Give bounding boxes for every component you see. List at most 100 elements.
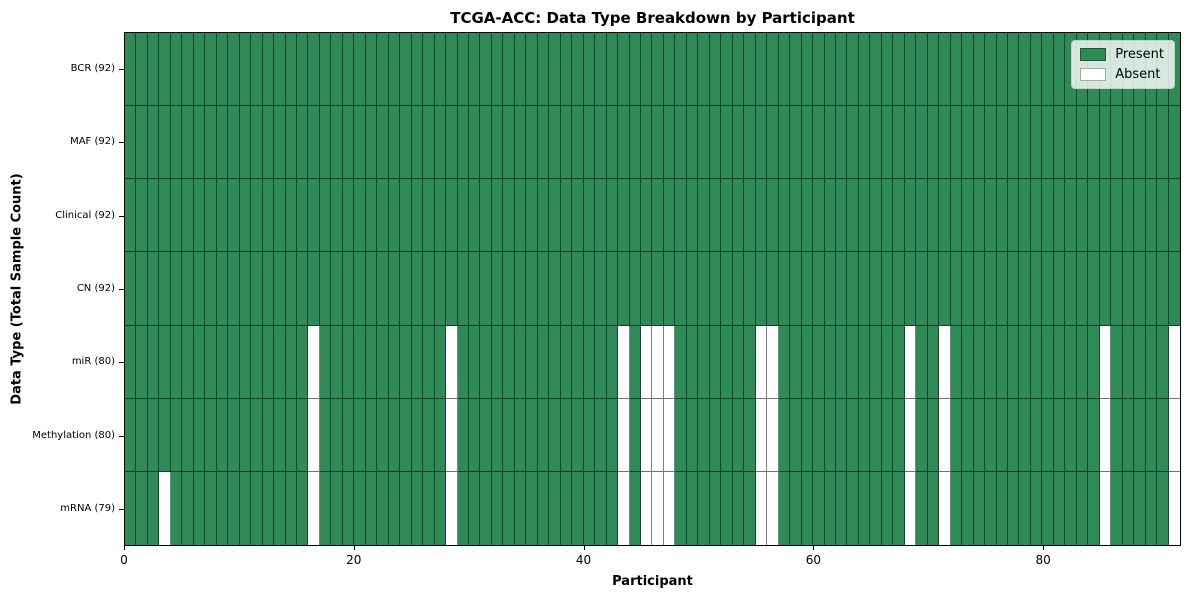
heatmap-cell [1122,471,1135,545]
chart-title: TCGA-ACC: Data Type Breakdown by Partici… [450,9,855,27]
heatmap-cell [916,252,928,326]
heatmap-cell [1157,325,1169,399]
heatmap-cell [847,33,859,107]
legend-entry-present: Present [1080,47,1164,62]
heatmap-cell [251,471,263,545]
heatmap-cell [400,252,412,326]
heatmap-cell [652,106,664,180]
heatmap-cell [939,179,951,253]
heatmap-cell [663,325,676,399]
legend-label-present: Present [1115,47,1164,62]
x-tick-mark [124,546,125,550]
heatmap-cell [400,471,412,545]
heatmap-cell [641,106,653,180]
heatmap-cell [916,398,928,472]
heatmap-cell [962,398,974,472]
heatmap-cell [354,471,366,545]
heatmap-cell [147,471,160,545]
heatmap-cell [985,252,997,326]
heatmap-cell [423,325,435,399]
heatmap-cell [457,33,470,107]
heatmap-cell [813,471,825,545]
heatmap-cell [686,106,699,180]
x-tick-label: 60 [805,553,821,567]
heatmap-cell [893,471,905,545]
heatmap-cell [354,325,366,399]
heatmap-cell [503,252,515,326]
heatmap-cell [721,179,733,253]
heatmap-cell [274,471,286,545]
heatmap-cell [847,106,859,180]
heatmap-cell [388,252,401,326]
heatmap-cell [193,33,206,107]
heatmap-cell [251,252,263,326]
heatmap-cell [996,471,1008,545]
heatmap-cell [228,325,240,399]
heatmap-cell [216,179,229,253]
heatmap-cell [927,106,940,180]
heatmap-cell [847,398,859,472]
heatmap-cell [1145,325,1158,399]
heatmap-cell [560,33,573,107]
heatmap-cell [962,33,974,107]
heatmap-cell [904,252,917,326]
heatmap-cell [297,33,309,107]
heatmap-cell [1042,106,1054,180]
heatmap-cell [1134,252,1146,326]
heatmap-cell [996,33,1008,107]
heatmap-cell [1053,471,1066,545]
heatmap-cell [125,33,137,107]
heatmap-cell [1168,398,1180,472]
heatmap-cell [480,398,492,472]
heatmap-cell [262,471,275,545]
heatmap-cell [641,398,653,472]
heatmap-cell [377,398,389,472]
heatmap-cell [1007,106,1020,180]
heatmap-cell [319,33,332,107]
heatmap-cell [962,106,974,180]
heatmap-cell [847,325,859,399]
heatmap-cell [228,106,240,180]
heatmap-cell [125,252,137,326]
heatmap-cell [354,33,366,107]
heatmap-cell [514,471,527,545]
heatmap-cell [973,398,986,472]
heatmap-cell [755,471,768,545]
heatmap-cell [801,179,814,253]
heatmap-cell [950,252,963,326]
heatmap-cell [377,252,389,326]
heatmap-cell [193,252,206,326]
heatmap-cell [973,471,986,545]
heatmap-cell [572,252,584,326]
x-tick-mark [353,546,355,550]
heatmap-cell [125,471,137,545]
heatmap-cell [606,179,619,253]
heatmap-cell [480,325,492,399]
heatmap-cell [962,471,974,545]
heatmap-cell [939,33,951,107]
heatmap-cell [583,398,596,472]
heatmap-cell [1088,471,1100,545]
heatmap-cell [950,325,963,399]
heatmap-cell [136,325,148,399]
heatmap-cell [721,325,733,399]
heatmap-cell [491,471,504,545]
heatmap-cell [469,179,481,253]
heatmap-cell [503,179,515,253]
heatmap-cell [193,179,206,253]
heatmap-cell [147,398,160,472]
heatmap-cell [1157,471,1169,545]
heatmap-cell [996,325,1008,399]
heatmap-cell [1168,471,1180,545]
heatmap-cell [170,325,183,399]
heatmap-cell [159,179,171,253]
heatmap-cell [1122,106,1135,180]
heatmap-cell [228,179,240,253]
heatmap-cell [641,179,653,253]
heatmap-cell [847,471,859,545]
heatmap-cell [939,471,951,545]
heatmap-cell [893,106,905,180]
heatmap-cell [434,398,447,472]
heatmap-cell [755,398,768,472]
heatmap-cell [962,179,974,253]
